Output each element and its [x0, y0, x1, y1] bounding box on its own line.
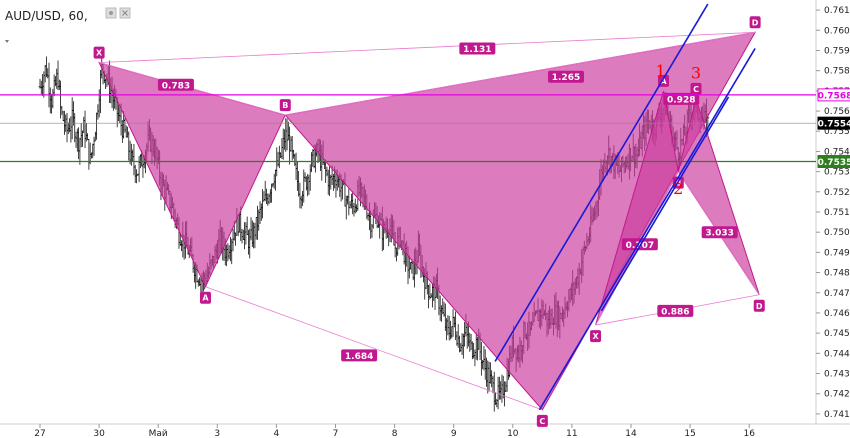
- close-icon[interactable]: [119, 7, 131, 19]
- x-tick-label: 11: [566, 429, 577, 438]
- pattern1-ac-line: [205, 286, 543, 411]
- pattern1-ratio-label: 1.265: [552, 73, 580, 83]
- pattern1-point-badge: [536, 414, 548, 427]
- symbol-title: AUD/USD, 60,: [5, 9, 88, 23]
- pattern1-point-label: D: [752, 18, 759, 27]
- chevron-down-icon[interactable]: [5, 40, 9, 43]
- pattern2-point-badge: [690, 82, 702, 95]
- pattern1-ratio-label: 1.684: [345, 352, 373, 362]
- pattern2-ratio-badge: [663, 92, 700, 105]
- pattern1-point-label: A: [202, 294, 209, 303]
- chart-header: AUD/USD, 60,: [5, 7, 131, 43]
- pattern2-point-label: X: [592, 332, 599, 341]
- y-tick-label: 0.7610: [824, 6, 850, 16]
- x-tick-label: 7: [333, 429, 339, 438]
- x-tick-label: 3: [214, 429, 220, 438]
- pattern1-ratio-label: 1.131: [463, 45, 491, 55]
- overlays: 1 2 3: [0, 3, 816, 411]
- x-tick-label: 8: [392, 429, 398, 438]
- pattern2-ratio-label: 0.886: [661, 307, 689, 317]
- price-tag-label: 0.7535: [818, 158, 850, 168]
- price-tag-label: 0.7568: [818, 91, 850, 101]
- pattern1-point-badge: [749, 16, 761, 29]
- x-tick-label: 9: [451, 429, 457, 438]
- pattern2-ratio-badge: [657, 304, 694, 317]
- wave-label: 2: [673, 179, 683, 198]
- pattern2-ratio-badge: [621, 238, 658, 251]
- channel-line: [600, 96, 730, 312]
- pattern1-ratio-badge: [157, 78, 194, 91]
- pattern1-ratio-label: 0.783: [162, 81, 190, 91]
- x-tick-label: 15: [684, 429, 695, 438]
- pattern1-ratio-badge: [459, 42, 496, 55]
- pattern2-point-label: B: [675, 179, 681, 188]
- price-tag-box: [817, 155, 850, 169]
- x-tick-label: Май: [149, 429, 168, 438]
- channel-line: [494, 3, 709, 362]
- pattern1-point-badge: [279, 99, 291, 112]
- x-tick-label: 10: [507, 429, 519, 438]
- x-tick-label: 14: [625, 429, 637, 438]
- pattern2-point-badge: [753, 299, 765, 312]
- pattern1-point-label: B: [282, 101, 288, 110]
- pattern1-point-badge: [93, 46, 105, 59]
- pattern2-point-label: A: [660, 77, 667, 86]
- pattern2-ratio-label: 3.033: [705, 229, 733, 239]
- price-tag-box: [817, 88, 850, 102]
- price-tag-label: 0.7554: [818, 120, 850, 130]
- pattern2-point-label: D: [756, 302, 763, 311]
- pattern1-ratio-badge: [547, 70, 584, 83]
- channel-line: [538, 48, 756, 411]
- harmonic-patterns: 0.7831.1311.6841.265XABCD0.9280.3073.033…: [93, 16, 765, 427]
- wave-label: 3: [691, 64, 701, 83]
- wave-label: 1: [655, 62, 665, 81]
- pattern1-point-badge: [199, 291, 211, 304]
- pattern1-point-label: X: [96, 49, 103, 58]
- settings-icon[interactable]: [105, 7, 117, 19]
- x-tick-label: 16: [743, 429, 755, 438]
- pattern2-point-badge: [590, 330, 602, 343]
- pattern1-xd-line: [99, 31, 756, 63]
- pattern2-ratio-badge: [701, 226, 738, 239]
- pattern1-ratio-badge: [341, 349, 378, 362]
- x-tick-label: 27: [34, 429, 45, 438]
- pattern2-point-label: C: [693, 85, 699, 94]
- pattern2-ratio-label: 0.928: [667, 95, 695, 105]
- x-tick-label: 30: [93, 429, 105, 438]
- x-tick-label: 4: [274, 429, 280, 438]
- pattern1-bd-line: [285, 31, 756, 116]
- pattern1-point-label: C: [539, 417, 545, 426]
- price-tag-box: [817, 116, 850, 130]
